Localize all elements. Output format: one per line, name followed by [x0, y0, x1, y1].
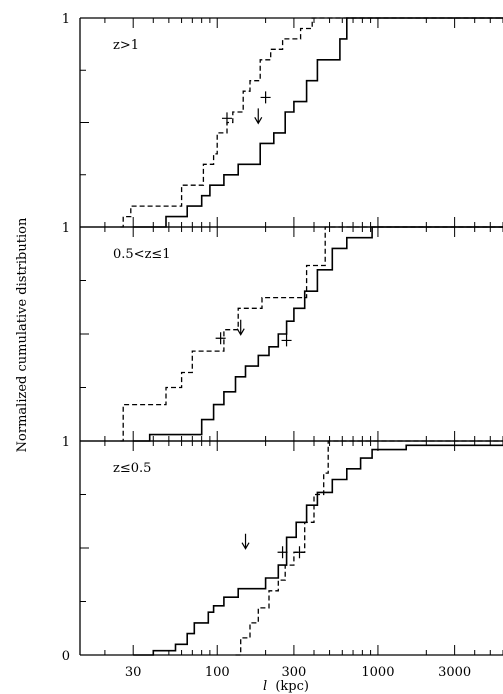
- down-arrow-icon: [254, 108, 263, 125]
- panels: z>1 0.5<z≤1 z≤0.5: [79, 17, 503, 656]
- y-tick-label: 1: [62, 221, 70, 236]
- x-axis-unit: (kpc): [275, 679, 309, 694]
- series-dashed-line: [235, 440, 503, 656]
- panel-label: z≤0.5: [113, 461, 151, 476]
- series-solid-line: [133, 17, 503, 228]
- x-axis-symbol: l: [263, 679, 267, 694]
- series-dashed-line: [120, 17, 503, 228]
- series-solid-line: [133, 444, 503, 656]
- x-tick-label: 100: [205, 665, 230, 680]
- x-tick-label: 3000: [438, 665, 471, 680]
- x-tick-label: 30: [125, 665, 142, 680]
- median-marker: [281, 334, 292, 347]
- x-tick-label: 1000: [361, 665, 394, 680]
- median-marker: [215, 332, 226, 345]
- median-marker: [277, 546, 288, 559]
- x-tick-label: 300: [281, 665, 306, 680]
- y-tick-labels: 1 1 1 0: [62, 12, 70, 664]
- panel-1: z>1: [79, 17, 503, 228]
- y-axis-title: Normalized cumulative distribution: [15, 217, 30, 452]
- panel-label: z>1: [113, 38, 139, 53]
- panel-2: 0.5<z≤1: [79, 226, 503, 442]
- y-tick-label: 1: [62, 12, 70, 27]
- median-marker: [260, 91, 271, 104]
- panel-3: z≤0.5: [79, 440, 503, 656]
- series-dashed-line: [120, 226, 503, 442]
- panel-label: 0.5<z≤1: [113, 247, 171, 262]
- median-marker: [221, 112, 232, 125]
- down-arrow-icon: [241, 533, 250, 550]
- series-solid-line: [133, 226, 503, 442]
- down-arrow-icon: [236, 319, 245, 336]
- y-tick-label: 1: [62, 435, 70, 450]
- x-tick-labels: 30 100 300 1000 3000: [125, 665, 471, 680]
- x-axis-title: l (kpc): [263, 679, 309, 694]
- y-tick-label: 0: [62, 649, 70, 664]
- median-marker: [294, 546, 305, 559]
